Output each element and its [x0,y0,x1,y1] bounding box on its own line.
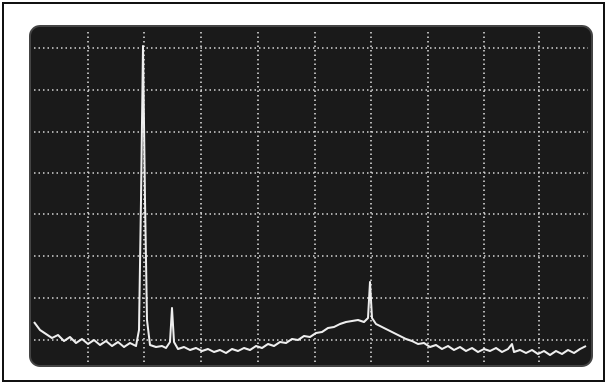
page [0,0,608,385]
screen [30,26,592,366]
photo [0,0,608,385]
